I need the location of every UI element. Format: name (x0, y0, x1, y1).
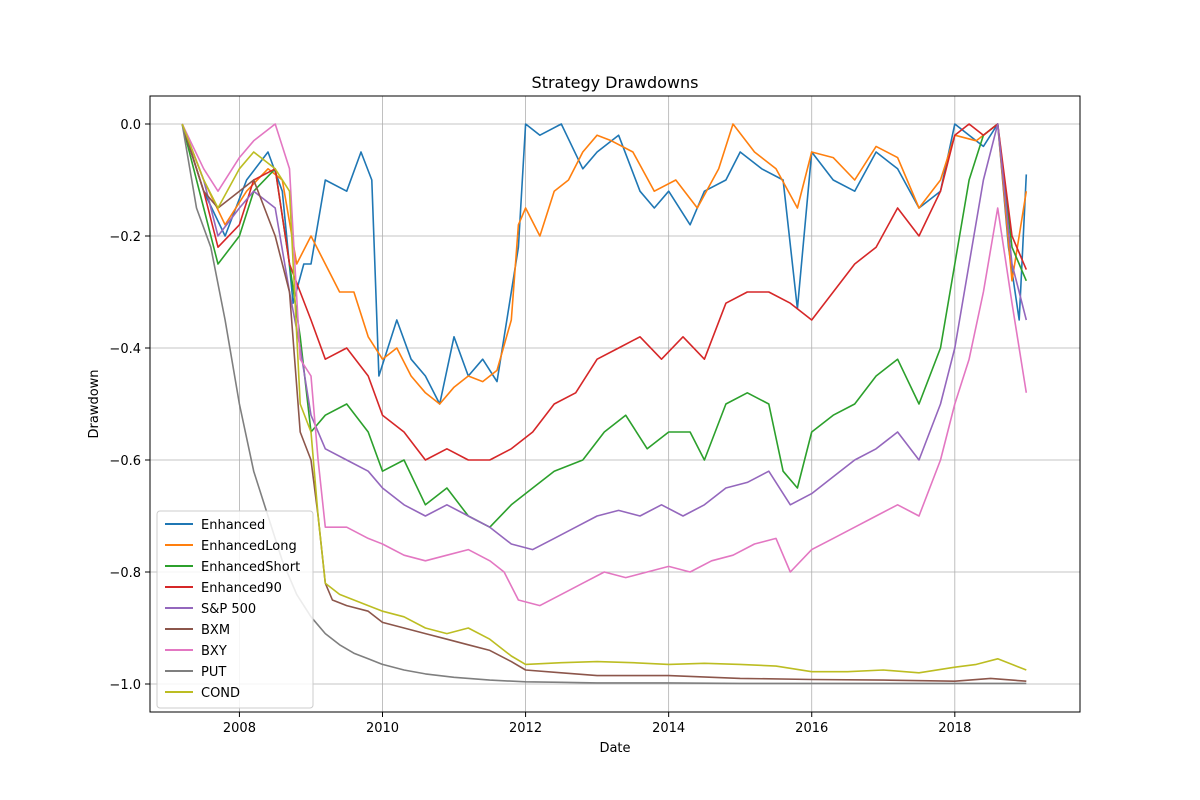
x-axis-ticks: 2008 2010 2012 2014 2016 2018 (223, 712, 971, 736)
x-tick-label: 2008 (223, 721, 256, 736)
legend-label: EnhancedLong (201, 539, 297, 554)
y-tick-label: −0.4 (109, 342, 141, 357)
legend-label: PUT (201, 665, 226, 680)
series-line-enhancedlong (181, 123, 1028, 405)
legend-box (156, 510, 314, 709)
y-axis-ticks: 0.0 −0.2 −0.4 −0.6 −0.8 −1.0 (109, 118, 150, 693)
y-tick-label: −0.6 (109, 454, 141, 469)
plot-frame (149, 95, 1081, 713)
y-tick-label: 0.0 (120, 118, 141, 133)
y-axis-label: Drawdown (87, 369, 102, 438)
legend-label: BXY (201, 644, 227, 659)
x-axis-label: Date (599, 741, 630, 756)
series-lines (181, 123, 1028, 685)
series-line-enhanced90 (181, 123, 1028, 461)
series-line-bxy (181, 123, 1028, 607)
legend-label: Enhanced90 (201, 581, 282, 596)
series-line-cond (181, 123, 1027, 674)
series-line-enhanced (181, 123, 1028, 405)
chart-title: Strategy Drawdowns (532, 73, 699, 92)
y-tick-label: −1.0 (109, 678, 141, 693)
legend-label: EnhancedShort (201, 560, 300, 575)
x-tick-label: 2016 (795, 721, 828, 736)
legend-label: Enhanced (201, 518, 265, 533)
legend-label: BXM (201, 623, 230, 638)
legend: Enhanced EnhancedLong EnhancedShort Enhance… (156, 510, 314, 709)
x-tick-label: 2010 (366, 721, 399, 736)
x-tick-label: 2014 (652, 721, 685, 736)
grid-lines (150, 96, 1080, 712)
y-tick-label: −0.2 (109, 230, 141, 245)
series-line-bxm (181, 123, 1027, 683)
series-line-put (181, 123, 1027, 685)
legend-label: S&P 500 (201, 602, 256, 617)
x-tick-label: 2012 (509, 721, 542, 736)
x-tick-label: 2018 (938, 721, 971, 736)
y-tick-label: −0.8 (109, 566, 141, 581)
series-line-s-p-500 (181, 123, 1028, 551)
legend-label: COND (201, 686, 240, 701)
